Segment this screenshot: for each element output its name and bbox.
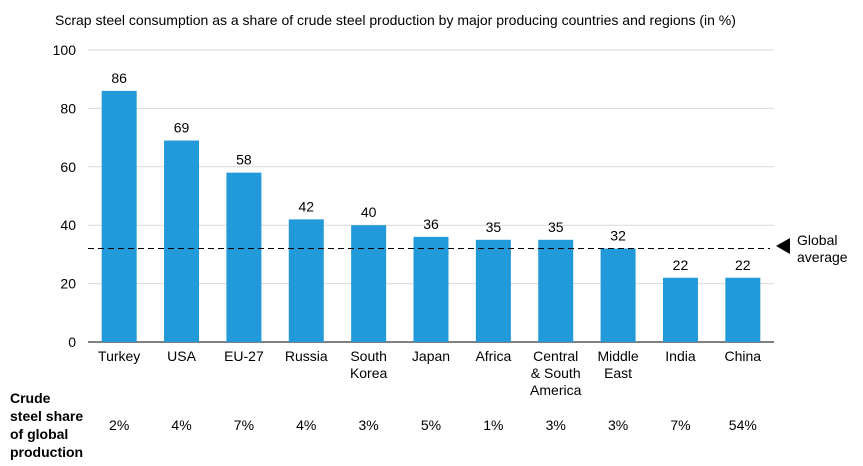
x-tick-label-line: Middle bbox=[597, 348, 639, 364]
y-tick-label: 100 bbox=[53, 42, 77, 58]
x-tick-label-line: Central bbox=[533, 348, 579, 364]
x-tick-label-line: South bbox=[350, 348, 387, 364]
x-tick-label-line: India bbox=[665, 348, 696, 364]
x-tick-label-line: Turkey bbox=[98, 348, 141, 364]
reference-arrow-icon bbox=[776, 238, 790, 254]
share-value: 3% bbox=[545, 417, 566, 433]
share-value: 1% bbox=[483, 417, 504, 433]
share-row-label-line: of global bbox=[10, 426, 69, 442]
x-tick-label-line: & South bbox=[530, 365, 581, 381]
share-value: 7% bbox=[670, 417, 691, 433]
x-tick-label: Japan bbox=[386, 348, 476, 365]
y-tick-label: 20 bbox=[60, 276, 76, 292]
y-tick-label: 0 bbox=[68, 334, 76, 350]
x-tick-label: Turkey bbox=[74, 348, 164, 365]
x-tick-label-line: Japan bbox=[411, 348, 451, 364]
x-tick-label: Russia bbox=[261, 348, 351, 365]
x-tick-label: India bbox=[635, 348, 725, 365]
y-tick-label: 80 bbox=[60, 100, 76, 116]
global-average-label-line: Global bbox=[797, 232, 838, 248]
bar bbox=[226, 172, 262, 342]
chart-title: Scrap steel consumption as a share of cr… bbox=[55, 12, 736, 28]
bar bbox=[351, 225, 387, 342]
share-row-label-line: Crude bbox=[10, 390, 51, 406]
bar bbox=[413, 236, 449, 342]
x-tick-label: Africa bbox=[448, 348, 538, 365]
data-label: 22 bbox=[735, 257, 751, 273]
x-tick-label: USA bbox=[137, 348, 227, 365]
x-tick-label: EU-27 bbox=[199, 348, 289, 365]
share-row-label: Crude steel share of global production bbox=[10, 389, 100, 461]
data-label: 36 bbox=[423, 216, 439, 232]
share-value: 2% bbox=[109, 417, 130, 433]
data-label: 86 bbox=[111, 70, 127, 86]
x-tick-label-line: USA bbox=[167, 348, 196, 364]
bar bbox=[662, 277, 698, 342]
bar bbox=[288, 219, 324, 342]
bar bbox=[600, 248, 636, 342]
data-label: 32 bbox=[610, 228, 626, 244]
x-tick-label-line: Russia bbox=[284, 348, 328, 364]
share-value: 4% bbox=[296, 417, 317, 433]
share-row-label-line: production bbox=[10, 444, 84, 460]
data-label: 69 bbox=[174, 120, 190, 136]
share-value: 3% bbox=[358, 417, 379, 433]
x-tick-label: Central & South America bbox=[511, 348, 601, 399]
share-value: 3% bbox=[607, 417, 629, 433]
bar bbox=[164, 140, 200, 342]
global-average-label: Global average bbox=[797, 232, 848, 266]
data-label: 42 bbox=[298, 198, 314, 214]
x-tick-label-line: EU-27 bbox=[224, 348, 264, 364]
data-label: 35 bbox=[486, 219, 502, 235]
data-label: 40 bbox=[361, 204, 377, 220]
x-tick-label: China bbox=[698, 348, 788, 365]
bar bbox=[538, 239, 574, 342]
bar bbox=[101, 90, 137, 342]
x-tick-label-line: East bbox=[604, 365, 633, 381]
share-row-label-line: steel share bbox=[10, 408, 84, 424]
share-value: 54% bbox=[728, 417, 757, 433]
x-tick-label-line: Africa bbox=[475, 348, 512, 364]
x-tick-label: Middle East bbox=[573, 348, 663, 382]
share-value: 5% bbox=[420, 417, 442, 433]
x-tick-label: South Korea bbox=[324, 348, 414, 382]
x-tick-label-line: China bbox=[724, 348, 762, 364]
share-value: 4% bbox=[171, 417, 192, 433]
y-tick-label: 60 bbox=[60, 159, 76, 175]
data-label: 22 bbox=[673, 257, 689, 273]
bar bbox=[725, 277, 761, 342]
y-tick-label: 40 bbox=[60, 217, 76, 233]
data-label: 35 bbox=[548, 219, 564, 235]
global-average-label-line: average bbox=[797, 249, 848, 265]
x-tick-label-line: America bbox=[530, 382, 582, 398]
share-value: 7% bbox=[233, 417, 255, 433]
bar bbox=[475, 239, 511, 342]
data-label: 58 bbox=[236, 152, 252, 168]
x-tick-label-line: Korea bbox=[349, 365, 388, 381]
